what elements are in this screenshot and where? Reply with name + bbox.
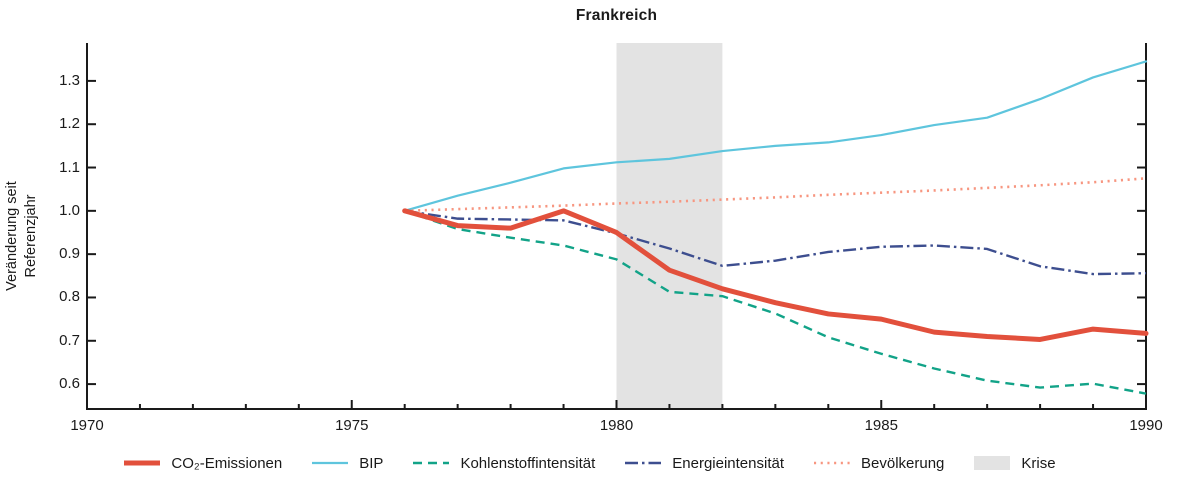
y-tick-label: 1.2 — [59, 115, 80, 133]
x-tick-label: 1970 — [70, 417, 104, 434]
chart-title: Frankreich — [575, 7, 658, 24]
legend-item-bevoelkerung: Bevölkerung — [814, 455, 944, 472]
legend-swatch-co2-line — [124, 457, 161, 469]
series-line-1 — [402, 208, 1149, 342]
legend-swatch-kohlenstoff-dashed-line — [413, 457, 450, 469]
legend-swatch-krise-band — [974, 456, 1011, 470]
legend-swatch-bevoelkerung-dotted-line — [814, 457, 851, 469]
y-tick-label: 0.7 — [59, 331, 80, 349]
legend-label-co2-emissionen: CO₂-Emissionen — [171, 454, 283, 472]
series-line-4 — [404, 209, 1147, 276]
y-tick-label: 0.8 — [59, 288, 80, 306]
x-tick-label: 1975 — [335, 417, 369, 434]
legend-item-kohlenstoffintensitaet: Kohlenstoffintensität — [413, 455, 595, 472]
krise-band-swatch-box — [974, 456, 1011, 470]
y-tick-label: 0.6 — [59, 375, 80, 393]
crisis-band — [616, 43, 723, 409]
legend-label-kohlenstoffintensitaet: Kohlenstoffintensität — [460, 454, 596, 472]
series-line-5 — [404, 177, 1147, 213]
legend-item-krise: Krise — [974, 454, 1056, 472]
legend-item-energieintensitaet: Energieintensität — [625, 455, 784, 472]
x-tick-label: 1990 — [1129, 417, 1163, 434]
legend-swatch-energie-dashdot-line — [625, 457, 662, 469]
legend-swatch-bip-line — [312, 457, 349, 469]
y-tick-label: 1.1 — [59, 158, 80, 176]
legend-item-co2-emissionen: CO₂-Emissionen — [124, 455, 282, 472]
y-tick-label: 0.9 — [59, 245, 80, 263]
y-tick-label: 1.3 — [59, 71, 80, 89]
legend-label-bevoelkerung: Bevölkerung — [861, 454, 945, 472]
x-tick-label: 1985 — [864, 417, 898, 434]
legend: CO₂-Emissionen BIP Kohlenstoffintensität… — [0, 449, 1180, 477]
legend-item-bip: BIP — [312, 455, 383, 472]
legend-label-energieintensitaet: Energieintensität — [672, 454, 785, 472]
legend-label-bip: BIP — [359, 454, 384, 472]
legend-label-krise: Krise — [1021, 454, 1056, 472]
series-line-2 — [403, 60, 1148, 212]
x-tick-label: 1980 — [599, 417, 634, 434]
series-line-3 — [404, 209, 1147, 395]
y-tick-label: 1.0 — [59, 201, 80, 219]
